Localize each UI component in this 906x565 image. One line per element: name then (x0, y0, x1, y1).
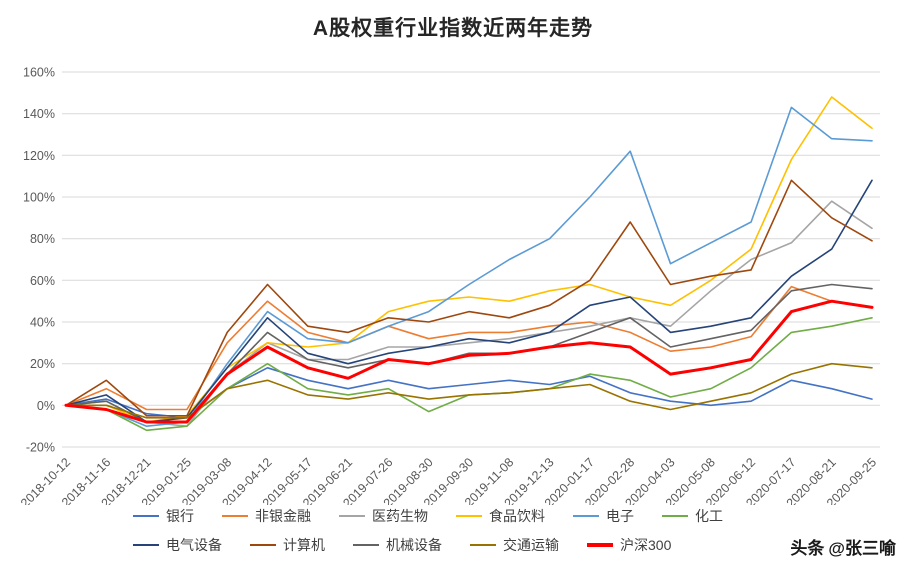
legend-label: 电气设备 (166, 537, 222, 553)
legend-label: 非银金融 (255, 508, 311, 524)
line-chart: -20%0%20%40%60%80%100%120%140%160%2018-1… (18, 66, 880, 505)
legend-swatch (133, 544, 159, 546)
series-line-电子 (65, 106, 873, 427)
series-line-计算机 (65, 179, 873, 417)
y-axis-label: 60% (30, 274, 55, 288)
legend-label: 化工 (695, 508, 723, 524)
y-axis-label: -20% (26, 441, 55, 455)
y-axis-label: 100% (23, 191, 55, 205)
legend-item-医药生物: 医药生物 (339, 506, 428, 526)
legend-label: 食品饮料 (489, 508, 545, 524)
legend-swatch (133, 515, 159, 517)
legend-item-非银金融: 非银金融 (222, 506, 311, 526)
series-line-沪深300 (64, 299, 874, 424)
legend-swatch (587, 543, 613, 547)
y-axis-label: 20% (30, 357, 55, 371)
legend-item-计算机: 计算机 (250, 535, 325, 555)
legend-swatch (456, 515, 482, 517)
legend-item-化工: 化工 (662, 506, 723, 526)
legend-item-电气设备: 电气设备 (133, 535, 222, 555)
legend-swatch (222, 515, 248, 517)
legend-label: 电子 (606, 508, 634, 524)
y-axis-label: 160% (23, 66, 55, 80)
legend-label: 沪深300 (620, 537, 672, 553)
series-line-化工 (65, 317, 873, 432)
series-line-非银金融 (65, 285, 873, 411)
legend-label: 计算机 (283, 537, 325, 553)
watermark-handle: @张三喻 (828, 539, 896, 558)
legend-item-电子: 电子 (573, 506, 634, 526)
series-line-食品饮料 (65, 96, 873, 423)
watermark: 头条 @张三喻 (790, 534, 896, 559)
legend-label: 医药生物 (372, 508, 428, 524)
y-axis-label: 120% (23, 149, 55, 163)
legend-item-食品饮料: 食品饮料 (456, 506, 545, 526)
legend-label: 机械设备 (386, 537, 442, 553)
chart-legend: 银行 非银金融 医药生物 食品饮料 电子 化工电气设备 计算机 机械设备 交通运输 沪深300 (133, 506, 783, 555)
y-axis-label: 40% (30, 316, 55, 330)
legend-swatch (339, 515, 365, 517)
y-axis-label: 80% (30, 232, 55, 246)
legend-swatch (470, 544, 496, 546)
legend-label: 交通运输 (503, 537, 559, 553)
y-axis-label: 140% (23, 107, 55, 121)
legend-item-沪深300: 沪深300 (587, 535, 671, 555)
legend-swatch (353, 544, 379, 546)
series-line-电气设备 (65, 179, 873, 423)
y-axis-label: 0% (37, 399, 55, 413)
legend-item-交通运输: 交通运输 (470, 535, 559, 555)
legend-swatch (573, 515, 599, 517)
toutiao-logo: 头条 (790, 539, 825, 558)
legend-item-机械设备: 机械设备 (353, 535, 442, 555)
legend-swatch (250, 544, 276, 546)
legend-item-银行: 银行 (133, 506, 194, 526)
legend-swatch (662, 515, 688, 517)
legend-label: 银行 (166, 508, 194, 524)
chart-title: A股权重行业指数近两年走势 (312, 17, 594, 40)
